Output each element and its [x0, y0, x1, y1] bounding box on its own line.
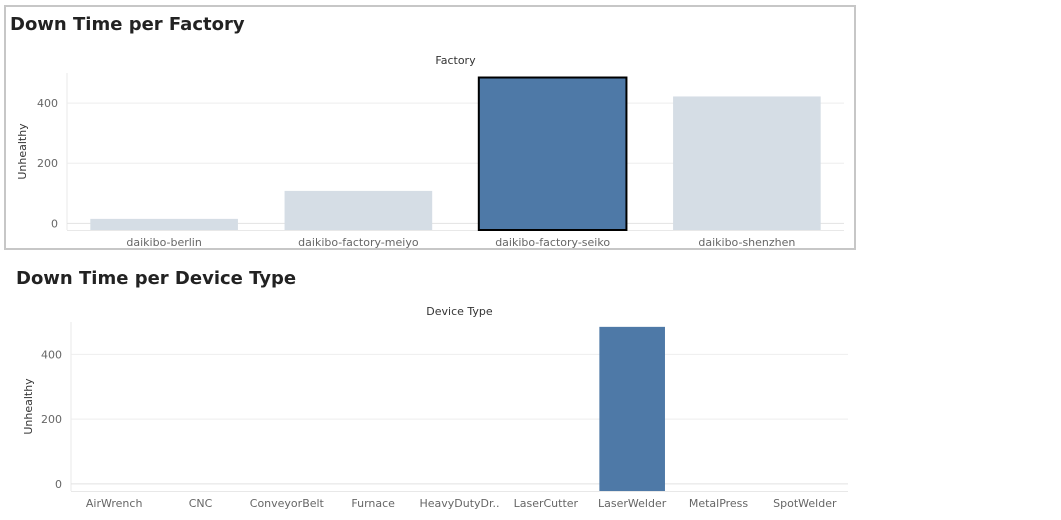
- device-bar-laserwelder[interactable]: [599, 326, 665, 491]
- factory-y-tick-label: 0: [51, 217, 58, 230]
- device-category-label: AirWrench: [86, 497, 143, 510]
- factory-bar-daikibo-factory-meiyo[interactable]: [284, 190, 433, 230]
- factory-category-label: daikibo-shenzhen: [698, 236, 795, 249]
- factory-y-tick-label: 200: [37, 157, 58, 170]
- factory-bar-daikibo-factory-seiko[interactable]: [477, 76, 628, 232]
- device-category-label: MetalPress: [689, 497, 749, 510]
- factory-bar-daikibo-berlin[interactable]: [90, 218, 238, 230]
- device-category-label: LaserWelder: [598, 497, 667, 510]
- device-y-tick-label: 200: [41, 413, 62, 426]
- factory-chart-title: Down Time per Factory: [10, 14, 245, 35]
- device-category-label: HeavyDutyDr..: [419, 497, 499, 510]
- device-bar-chart: Device Type 0 200 400 Unhealthy AirWrench CNC C…: [22, 305, 848, 510]
- device-category-label: ConveyorBelt: [250, 497, 325, 510]
- factory-y-axis-title: Unhealthy: [16, 123, 29, 180]
- device-y-tick-label: 0: [55, 478, 62, 491]
- device-y-tick-label: 400: [41, 348, 62, 361]
- factory-bar-chart: Factory 0 200 400 Unhealthy daikibo-berlin dai…: [16, 54, 844, 249]
- factory-y-tick-label: 400: [37, 97, 58, 110]
- device-category-label: SpotWelder: [773, 497, 837, 510]
- factory-category-label: daikibo-factory-seiko: [495, 236, 610, 249]
- factory-category-label: daikibo-berlin: [126, 236, 201, 249]
- device-chart-panel: Down Time per Device Type Device Type 0 20…: [4, 260, 856, 518]
- factory-chart-panel: Down Time per Factory Factory 0 200 400 Unhe…: [4, 5, 856, 250]
- factory-bar-daikibo-shenzhen[interactable]: [673, 96, 821, 230]
- factory-category-label: daikibo-factory-meiyo: [298, 236, 419, 249]
- device-x-axis-title: Device Type: [426, 305, 493, 318]
- device-category-label: CNC: [189, 497, 213, 510]
- device-chart-title: Down Time per Device Type: [16, 268, 297, 289]
- device-category-label: LaserCutter: [514, 497, 579, 510]
- device-category-label: Furnace: [351, 497, 395, 510]
- factory-x-axis-title: Factory: [435, 54, 476, 67]
- device-y-axis-title: Unhealthy: [22, 378, 35, 435]
